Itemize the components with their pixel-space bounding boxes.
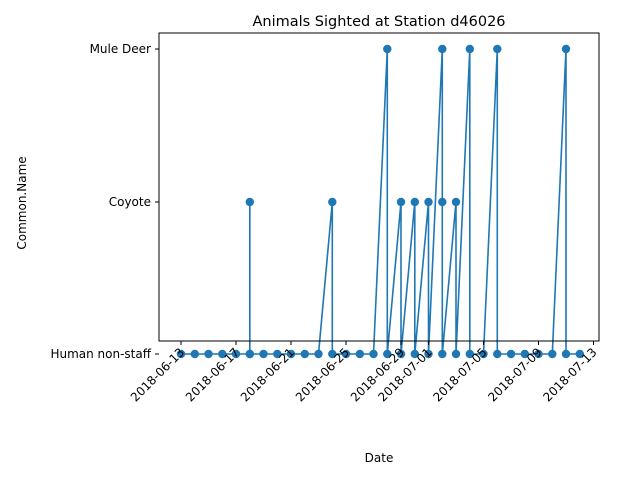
data-point [451,349,461,359]
data-point [424,349,433,359]
data-point [245,197,254,207]
data-point [451,197,461,207]
x-axis-label: Date [365,451,394,465]
data-point [438,44,447,54]
data-point [328,197,337,207]
data-point [465,44,474,54]
data-point [273,349,282,359]
data-point [218,349,227,359]
data-point [493,349,502,359]
y-axis-label: Common.Name [15,156,29,249]
data-point [341,349,351,359]
data-point [355,349,364,359]
series-line [181,48,580,355]
data-point [520,349,529,359]
axes-frame [158,32,600,342]
data-point [506,349,516,359]
plot-area [176,44,584,359]
y-tick-label: Coyote [109,195,151,209]
data-point [548,349,557,359]
data-point [561,349,571,359]
chart-title: Animals Sighted at Station d46026 [252,14,505,30]
data-point [190,349,199,359]
data-point [410,349,419,359]
data-point [231,349,241,359]
data-point [438,197,447,207]
y-axis: Human non-staff Coyote Mule Deer [50,42,159,361]
data-point [561,44,571,54]
data-point [383,349,392,359]
data-point [424,197,433,207]
data-point [259,349,268,359]
data-point [410,197,419,207]
data-point [204,349,213,359]
y-tick-label: Human non-staff [50,347,151,361]
data-point [383,44,392,54]
data-point [493,44,502,54]
y-tick-label: Mule Deer [90,42,151,56]
data-point [245,349,254,359]
data-point [328,349,337,359]
x-axis: 2018-06-132018-06-172018-06-212018-06-25… [128,341,600,404]
data-point [575,349,584,359]
data-point [300,349,309,359]
data-point [396,197,406,207]
data-point [479,349,488,359]
data-point [438,349,447,359]
data-point [176,349,186,359]
data-point [314,349,323,359]
data-point [286,349,296,359]
data-point [396,349,406,359]
data-point [534,349,543,359]
data-point [465,349,474,359]
data-point [369,349,378,359]
